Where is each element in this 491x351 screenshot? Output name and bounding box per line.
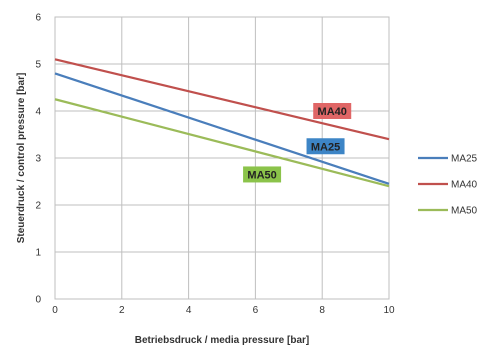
legend: MA25 MA40 MA50 [418,154,478,217]
annotation-label-ma25: MA25 [311,141,340,153]
series-line-ma40 [54,58,390,141]
y-axis-ticks: 0 1 2 3 4 5 6 [35,13,41,306]
y-tick-label: 0 [35,295,41,306]
x-tick-label: 0 [52,305,58,316]
x-tick-label: 10 [383,305,395,316]
grid-lines [54,16,390,300]
legend-label-ma40: MA40 [451,180,478,191]
annotation-label-ma50: MA50 [247,169,276,181]
series-line-ma50 [54,98,390,188]
series-lines [54,58,390,188]
series-line-ma25 [54,72,390,185]
y-tick-label: 2 [35,201,41,212]
annotation-box-ma25 [306,138,345,155]
x-tick-label: 4 [186,305,192,316]
y-tick-label: 5 [35,60,41,71]
y-tick-label: 3 [35,154,41,165]
x-tick-label: 8 [319,305,325,316]
annotation-box-ma40 [313,103,352,119]
annotation-label-ma40: MA40 [318,106,347,118]
series-annotations: MA40 MA25 MA50 [243,103,352,183]
x-axis-label: Betriebsdruck / media pressure [bar] [135,335,310,346]
x-tick-label: 2 [119,305,125,316]
annotation-box-ma50 [243,166,282,183]
y-axis-label: Steuerdruck / control pressure [bar] [16,73,27,244]
y-tick-label: 6 [35,13,41,24]
y-tick-label: 1 [35,248,41,259]
x-tick-label: 6 [253,305,259,316]
legend-label-ma25: MA25 [451,154,478,165]
legend-label-ma50: MA50 [451,206,478,217]
x-axis-ticks: 0 2 4 6 8 10 [52,305,395,316]
y-tick-label: 4 [35,107,41,118]
